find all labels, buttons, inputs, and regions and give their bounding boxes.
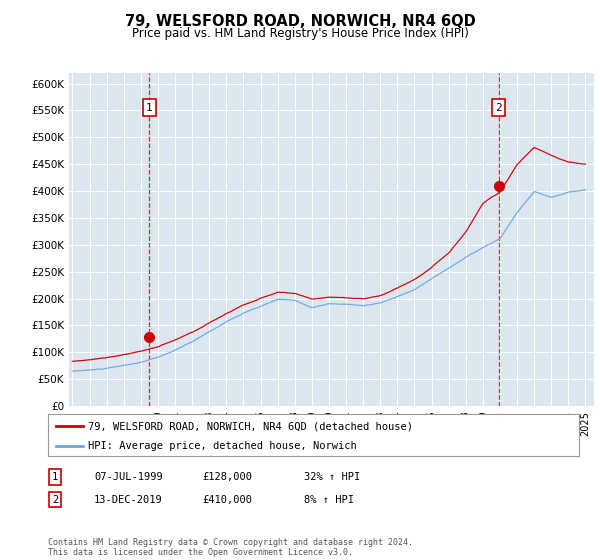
- Text: 2: 2: [52, 494, 58, 505]
- Text: 8% ↑ HPI: 8% ↑ HPI: [304, 494, 354, 505]
- Text: Contains HM Land Registry data © Crown copyright and database right 2024.
This d: Contains HM Land Registry data © Crown c…: [48, 538, 413, 557]
- Text: 1: 1: [146, 102, 153, 113]
- Text: 13-DEC-2019: 13-DEC-2019: [94, 494, 163, 505]
- Text: £128,000: £128,000: [202, 472, 252, 482]
- Text: 07-JUL-1999: 07-JUL-1999: [94, 472, 163, 482]
- Text: £410,000: £410,000: [202, 494, 252, 505]
- Text: 1: 1: [52, 472, 58, 482]
- Text: 79, WELSFORD ROAD, NORWICH, NR4 6QD (detached house): 79, WELSFORD ROAD, NORWICH, NR4 6QD (det…: [88, 421, 413, 431]
- Text: 79, WELSFORD ROAD, NORWICH, NR4 6QD: 79, WELSFORD ROAD, NORWICH, NR4 6QD: [125, 14, 475, 29]
- Text: HPI: Average price, detached house, Norwich: HPI: Average price, detached house, Norw…: [88, 441, 356, 451]
- Text: 32% ↑ HPI: 32% ↑ HPI: [304, 472, 361, 482]
- Text: Price paid vs. HM Land Registry's House Price Index (HPI): Price paid vs. HM Land Registry's House …: [131, 27, 469, 40]
- Text: 2: 2: [495, 102, 502, 113]
